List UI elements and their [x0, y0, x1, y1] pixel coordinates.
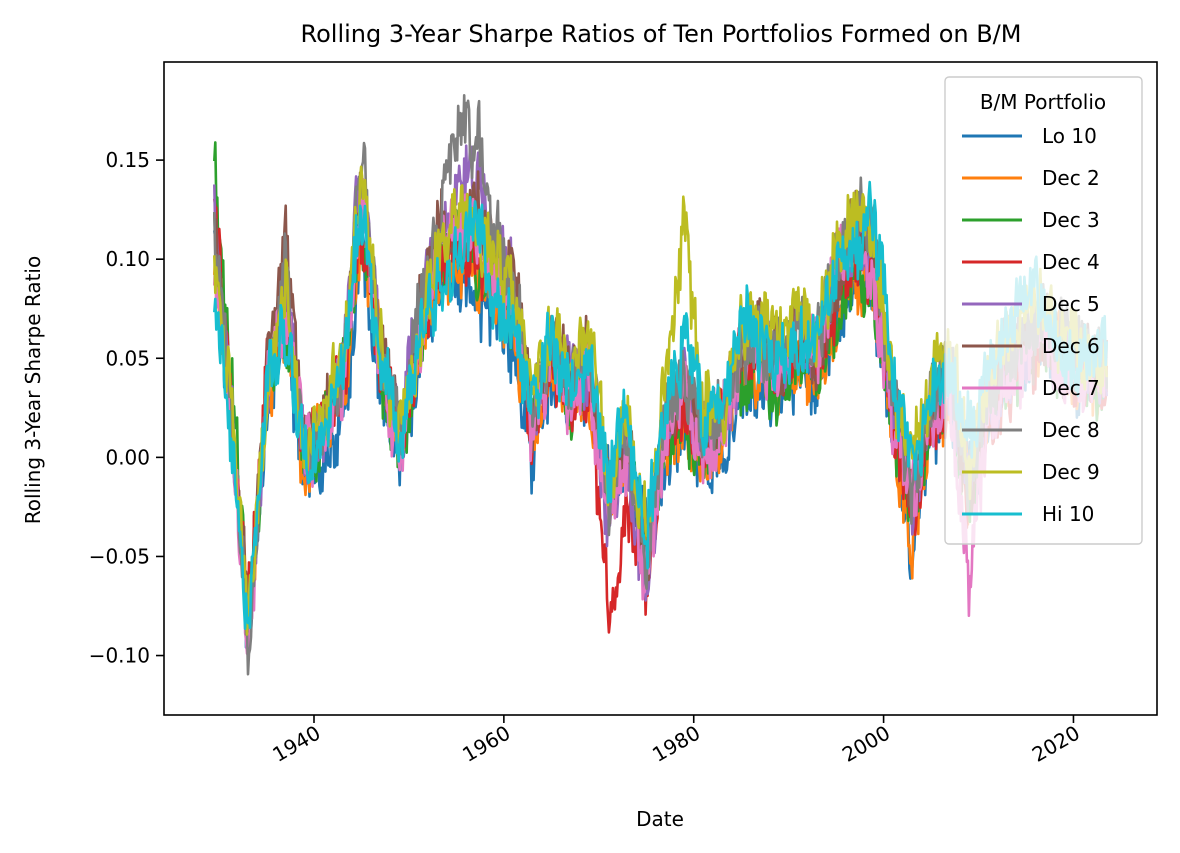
y-tick-label: 0.15: [105, 148, 150, 172]
x-tick-label: 2020: [1028, 721, 1084, 767]
y-tick-label: −0.10: [89, 644, 150, 668]
legend-title: B/M Portfolio: [980, 90, 1106, 114]
legend-entry-label: Dec 4: [1042, 250, 1100, 274]
plot-frame: [163, 61, 1158, 716]
legend-entry-label: Dec 8: [1042, 418, 1100, 442]
x-tick-label: 2000: [838, 721, 894, 767]
legend-entry-label: Dec 3: [1042, 208, 1100, 232]
x-axis-label: Date: [636, 807, 684, 831]
y-tick-label: 0.10: [105, 247, 150, 271]
legend-entry-label: Dec 9: [1042, 460, 1100, 484]
legend-entry-label: Dec 7: [1042, 376, 1100, 400]
x-tick-label: 1980: [648, 721, 704, 767]
y-axis: −0.10 −0.05 0.00 0.05 0.10 0.15: [89, 148, 164, 668]
y-tick-label: 0.00: [105, 445, 150, 469]
chart-title: Rolling 3-Year Sharpe Ratios of Ten Port…: [301, 20, 1022, 48]
x-axis: 1940 1960 1980 2000 2020: [268, 715, 1084, 767]
legend-entry-label: Hi 10: [1042, 502, 1094, 526]
y-axis-label: Rolling 3-Year Sharpe Ratio: [21, 256, 45, 524]
legend-entry-label: Dec 5: [1042, 292, 1100, 316]
legend: B/M Portfolio Lo 10 Dec 2 Dec 3 Dec 4 Dec 5 D…: [944, 76, 1143, 545]
y-tick-label: −0.05: [89, 544, 150, 568]
legend-box: [944, 76, 1143, 545]
y-tick-label: 0.05: [105, 346, 150, 370]
legend-entry-label: Lo 10: [1042, 124, 1097, 148]
x-tick-label: 1960: [458, 721, 514, 767]
x-tick-label: 1940: [268, 721, 324, 767]
legend-entry-label: Dec 6: [1042, 334, 1100, 358]
legend-entry-label: Dec 2: [1042, 166, 1100, 190]
